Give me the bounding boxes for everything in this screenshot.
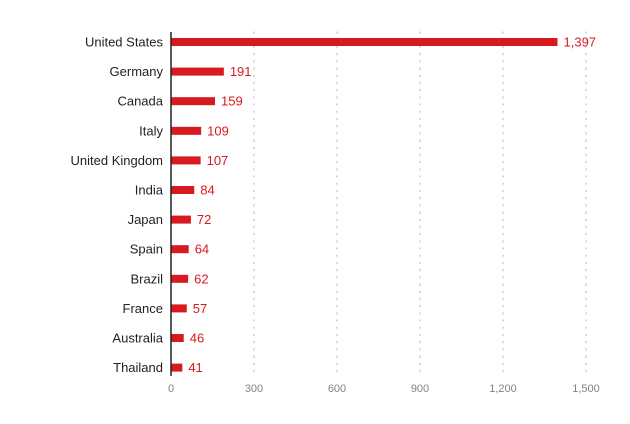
value-label-australia: 46 [190,331,204,346]
grid-layer [253,31,587,377]
x-tick-label-300: 300 [245,383,263,395]
x-tick-label-0: 0 [168,383,174,395]
x-tick-label-600: 600 [328,383,346,395]
bar-italy [171,126,202,135]
category-label-germany: Germany [110,64,164,79]
category-label-japan: Japan [128,212,163,227]
category-label-united-kingdom: United Kingdom [71,153,164,168]
value-label-spain: 64 [195,242,209,257]
category-label-thailand: Thailand [113,360,163,375]
bar-canada [171,97,215,106]
value-label-thailand: 41 [188,360,202,375]
x-axis-ticks: 0 300 600 900 1,200 1,500 [168,383,600,395]
bar-france [171,304,187,313]
value-label-india: 84 [200,183,214,198]
category-label-united-states: United States [85,35,164,50]
value-label-japan: 72 [197,212,211,227]
value-label-germany: 191 [230,64,252,79]
x-tick-label-900: 900 [411,383,429,395]
bar-india [171,186,195,194]
value-label-canada: 159 [221,94,243,109]
bar-australia [171,334,184,342]
category-label-canada: Canada [117,94,163,109]
category-label-france: France [123,301,163,316]
value-label-italy: 109 [207,123,229,138]
bar-germany [171,67,224,76]
bar-united-kingdom [171,156,201,165]
bar-thailand [171,363,183,372]
value-label-united-kingdom: 107 [207,153,229,168]
value-label-united-states: 1,397 [564,35,597,50]
category-label-india: India [135,183,164,198]
bar-brazil [171,274,189,283]
bar-layer [171,38,558,372]
category-label-italy: Italy [139,123,163,138]
value-label-brazil: 62 [194,271,208,286]
bar-japan [171,215,191,224]
x-tick-label-1-200: 1,200 [489,383,517,395]
x-tick-label-1-500: 1,500 [572,383,600,395]
bar-united-states [171,38,558,46]
category-label-brazil: Brazil [130,271,163,286]
label-layer: United States 1,397 Germany 191 Canada 159 Ita… [71,35,597,376]
category-label-australia: Australia [112,331,163,346]
category-label-spain: Spain [130,242,163,257]
value-label-france: 57 [193,301,207,316]
bar-spain [171,245,189,254]
